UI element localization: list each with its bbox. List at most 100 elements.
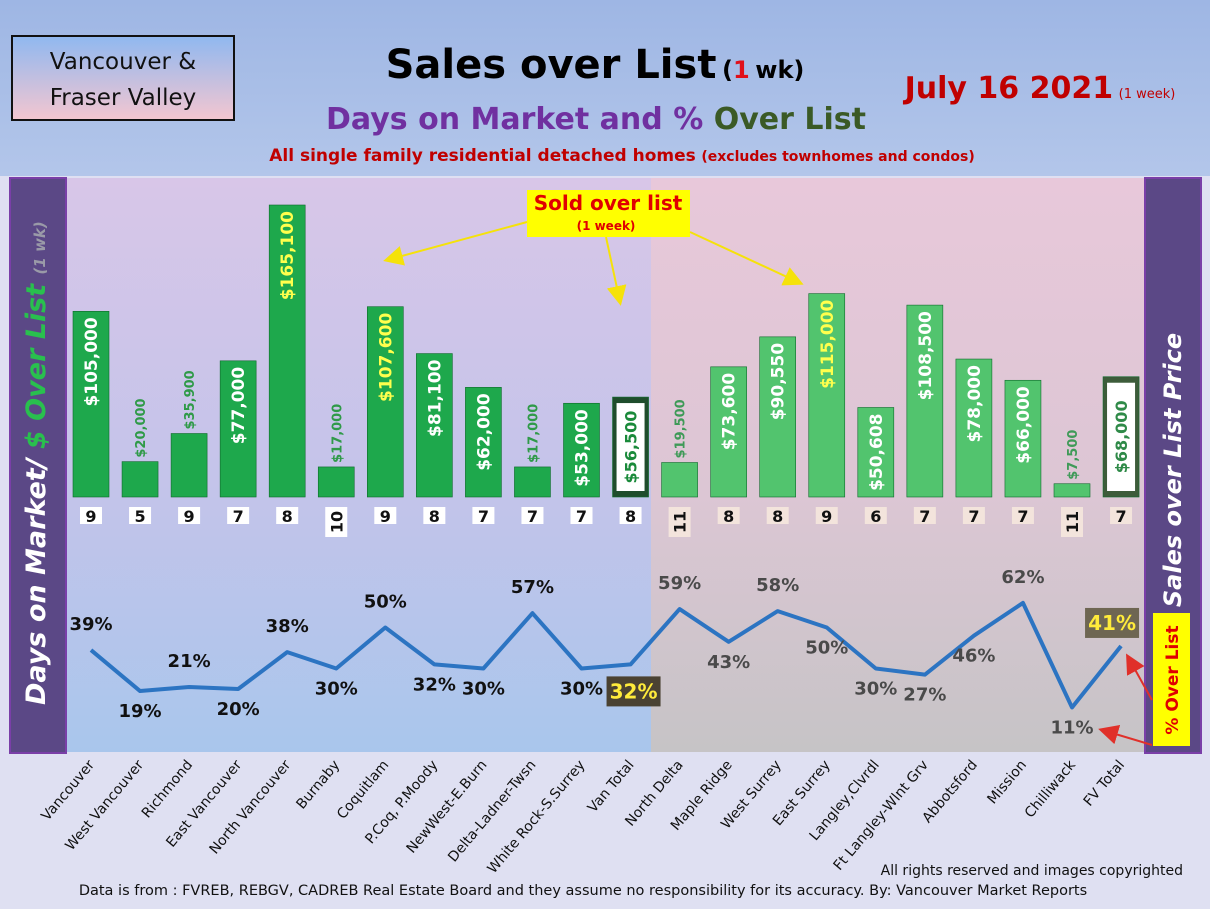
annotation-arrow	[383, 221, 528, 266]
days-label: 9	[184, 507, 195, 526]
left-label-b: $ Over List	[21, 283, 52, 449]
value-label: $68,000	[1112, 400, 1131, 473]
left-label-c: (1 wk)	[31, 221, 49, 274]
annotation-arrow	[689, 231, 804, 286]
days-label: 8	[429, 507, 440, 526]
days-label: 11	[1063, 511, 1082, 533]
value-label: $105,000	[82, 317, 102, 406]
days-label: 8	[282, 507, 293, 526]
subtitle-b: Over List	[714, 102, 866, 137]
value-label: 43%	[707, 652, 750, 673]
bar	[563, 402, 600, 498]
subtitle: Days on Market and % Over List	[326, 102, 866, 137]
days-box	[276, 507, 299, 524]
value-label: 30%	[315, 679, 358, 700]
title: Sales over List (1 wk)	[386, 42, 805, 88]
region-line: Fraser Valley	[50, 85, 197, 111]
days-label: 9	[380, 507, 391, 526]
left-panel	[9, 177, 67, 754]
days-box	[1061, 507, 1083, 537]
vancouver-region	[66, 178, 651, 752]
legend-box	[1153, 613, 1190, 746]
value-label-bg	[606, 676, 661, 707]
days-box	[717, 507, 740, 524]
value-label-bg	[1107, 382, 1136, 491]
bar	[465, 387, 502, 498]
days-label: 11	[671, 511, 690, 533]
value-label: 30%	[560, 679, 603, 700]
value-label-bg	[1085, 607, 1140, 638]
legend-arrow	[1098, 725, 1153, 746]
value-label: 41%	[1088, 611, 1136, 635]
days-label: 7	[1017, 507, 1028, 526]
title-num: 1	[733, 56, 750, 84]
bar	[72, 310, 110, 498]
value-label: 19%	[119, 701, 162, 722]
days-box	[423, 507, 446, 524]
days-box	[178, 507, 201, 524]
annotation: Sold over list	[534, 191, 683, 215]
days-box	[227, 507, 250, 524]
line	[89, 600, 1123, 710]
days-label: 8	[723, 507, 734, 526]
region-box	[11, 35, 235, 121]
bar	[1004, 379, 1042, 498]
days-box	[864, 507, 887, 524]
bar	[955, 358, 993, 498]
value-label: $7,500	[1066, 430, 1081, 480]
value-label: $35,900	[183, 370, 198, 429]
value-label: 39%	[69, 614, 112, 635]
value-label: $53,000	[573, 409, 593, 487]
value-label: $50,608	[867, 413, 887, 490]
bar	[219, 360, 257, 498]
title-main: Sales over List	[386, 42, 717, 88]
days-box	[570, 507, 593, 524]
value-label: 62%	[1001, 567, 1044, 588]
note-a: All single family residential detached h…	[269, 146, 696, 166]
value-label: $19,500	[674, 399, 689, 458]
days-box	[913, 507, 936, 524]
note-b: (excludes townhomes and condos)	[701, 149, 974, 165]
days-box	[1110, 507, 1133, 524]
value-label: 58%	[756, 575, 799, 596]
days-label: 7	[576, 507, 587, 526]
days-label: 10	[327, 511, 346, 533]
days-box	[325, 507, 348, 537]
value-label-bg	[616, 403, 645, 491]
bar	[317, 466, 355, 498]
value-label: 11%	[1050, 717, 1093, 738]
days-box	[815, 507, 838, 524]
days-label: 7	[1115, 507, 1126, 526]
bar	[1053, 483, 1091, 498]
date-note: (1 week)	[1119, 87, 1176, 102]
footer-rights: All rights reserved and images copyright…	[881, 863, 1183, 879]
value-label: $73,600	[720, 373, 740, 451]
value-label: 30%	[854, 679, 897, 700]
bar	[857, 407, 895, 498]
value-label: $62,000	[474, 393, 494, 471]
value-label: $115,000	[818, 299, 838, 388]
value-label: $66,000	[1014, 386, 1034, 464]
bar	[661, 462, 698, 498]
legend-arrow	[1126, 653, 1153, 701]
days-label: 9	[85, 507, 96, 526]
value-label: 20%	[217, 699, 260, 720]
left-label: Days on Market/ $ Over List (1 wk)	[21, 221, 52, 705]
value-label: 32%	[610, 679, 658, 703]
bar	[759, 336, 797, 498]
value-label: 30%	[462, 679, 505, 700]
value-label: $78,000	[965, 365, 985, 443]
value-label: $20,000	[134, 398, 149, 457]
region-line: Vancouver &	[50, 49, 196, 75]
bar	[170, 433, 208, 498]
days-box	[668, 507, 691, 537]
subtitle-a: Days on Market and %	[326, 102, 703, 137]
value-label: 38%	[266, 616, 309, 637]
value-label: $90,550	[769, 343, 789, 421]
bar	[416, 353, 453, 498]
bar	[366, 306, 404, 498]
bar	[121, 461, 159, 498]
value-label: $81,100	[425, 359, 445, 437]
title-open: (	[722, 56, 733, 84]
value-label: 32%	[413, 674, 456, 695]
